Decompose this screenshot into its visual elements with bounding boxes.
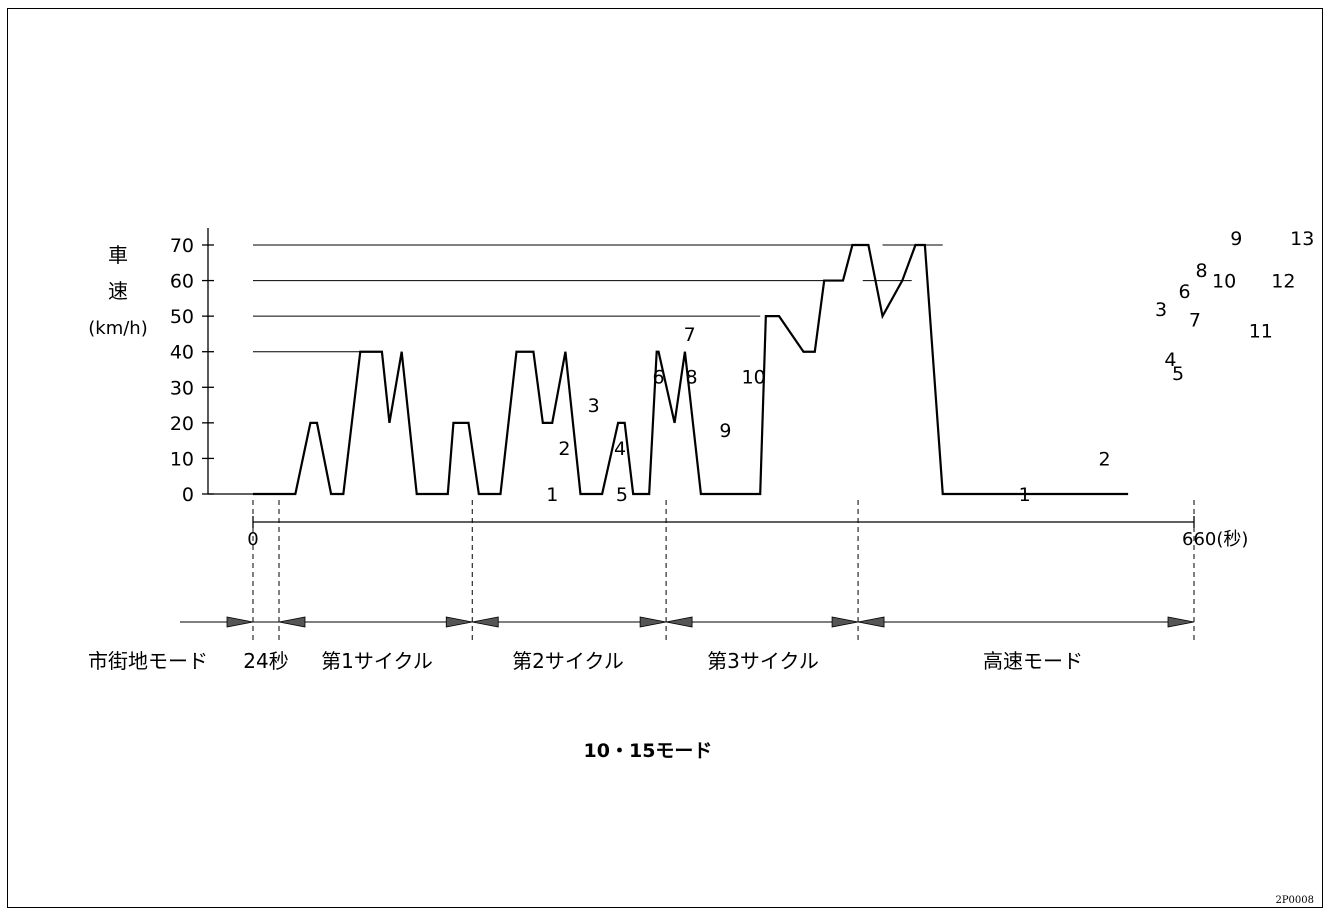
doc-code: 2P0008	[1275, 895, 1314, 906]
point-label: 2	[558, 438, 570, 460]
y-tick-label: 60	[170, 271, 194, 293]
arrow-head	[445, 616, 473, 628]
point-label: 4	[614, 438, 626, 460]
point-label: 1	[546, 484, 558, 506]
phase-label-24s: 24秒	[243, 649, 288, 673]
y-tick-label: 50	[170, 306, 194, 328]
point-label: 9	[719, 420, 731, 442]
point-label: 6	[653, 367, 665, 389]
point-label: 3	[588, 395, 600, 417]
phase-label-cycle-1: 第1サイクル	[321, 649, 433, 673]
phase-label-cycle-3: 第3サイクル	[707, 649, 819, 673]
point-label: 7	[1189, 310, 1201, 332]
ylabel-line1: 車	[108, 243, 128, 267]
point-label: 4	[1164, 349, 1176, 371]
figure-frame	[7, 8, 1323, 908]
point-label: 5	[616, 484, 628, 506]
point-label: 12	[1271, 271, 1295, 293]
point-label: 8	[1195, 260, 1207, 282]
arrow-head	[226, 616, 254, 628]
y-tick-label: 10	[170, 448, 194, 470]
point-label: 6	[1179, 281, 1191, 303]
y-tick-label: 20	[170, 413, 194, 435]
point-label: 2	[1099, 448, 1111, 470]
y-tick-label: 0	[182, 484, 194, 506]
phase-label-highway-mode: 高速モード	[983, 649, 1083, 673]
point-label: 10	[1212, 271, 1236, 293]
ylabel-unit: (km/h)	[88, 318, 147, 339]
point-label: 1	[1019, 484, 1031, 506]
point-label: 13	[1290, 228, 1314, 250]
chart-title: 10・15モード	[584, 740, 713, 762]
arrow-head	[472, 616, 499, 628]
arrow-head	[857, 616, 885, 628]
point-label: 3	[1155, 299, 1167, 321]
point-labels: 12345678910123456789101112131415	[546, 228, 1314, 506]
speed-series-line	[253, 243, 1129, 496]
arrow-head	[1167, 616, 1195, 628]
point-label: 8	[685, 367, 697, 389]
reference-lines	[253, 244, 943, 353]
speed-curve	[253, 243, 1129, 496]
y-tick-label: 30	[170, 377, 194, 399]
phase-label-urban-mode: 市街地モード	[88, 649, 208, 673]
phase-arrows	[180, 500, 1195, 640]
x-tick-label: 660(秒)	[1182, 529, 1248, 550]
point-label: 9	[1230, 228, 1242, 250]
phase-label-cycle-2: 第2サイクル	[512, 649, 624, 673]
y-tick-label: 40	[170, 342, 194, 364]
point-label: 11	[1249, 320, 1273, 342]
ylabel-line2: 速	[108, 279, 128, 303]
arrow-head	[666, 616, 693, 628]
arrow-head	[831, 616, 859, 628]
arrow-head	[278, 616, 306, 628]
y-tick-label: 70	[170, 235, 194, 257]
point-label: 10	[742, 367, 766, 389]
point-label: 7	[684, 324, 696, 346]
point-label: 5	[1172, 363, 1184, 385]
arrow-head	[639, 616, 667, 628]
